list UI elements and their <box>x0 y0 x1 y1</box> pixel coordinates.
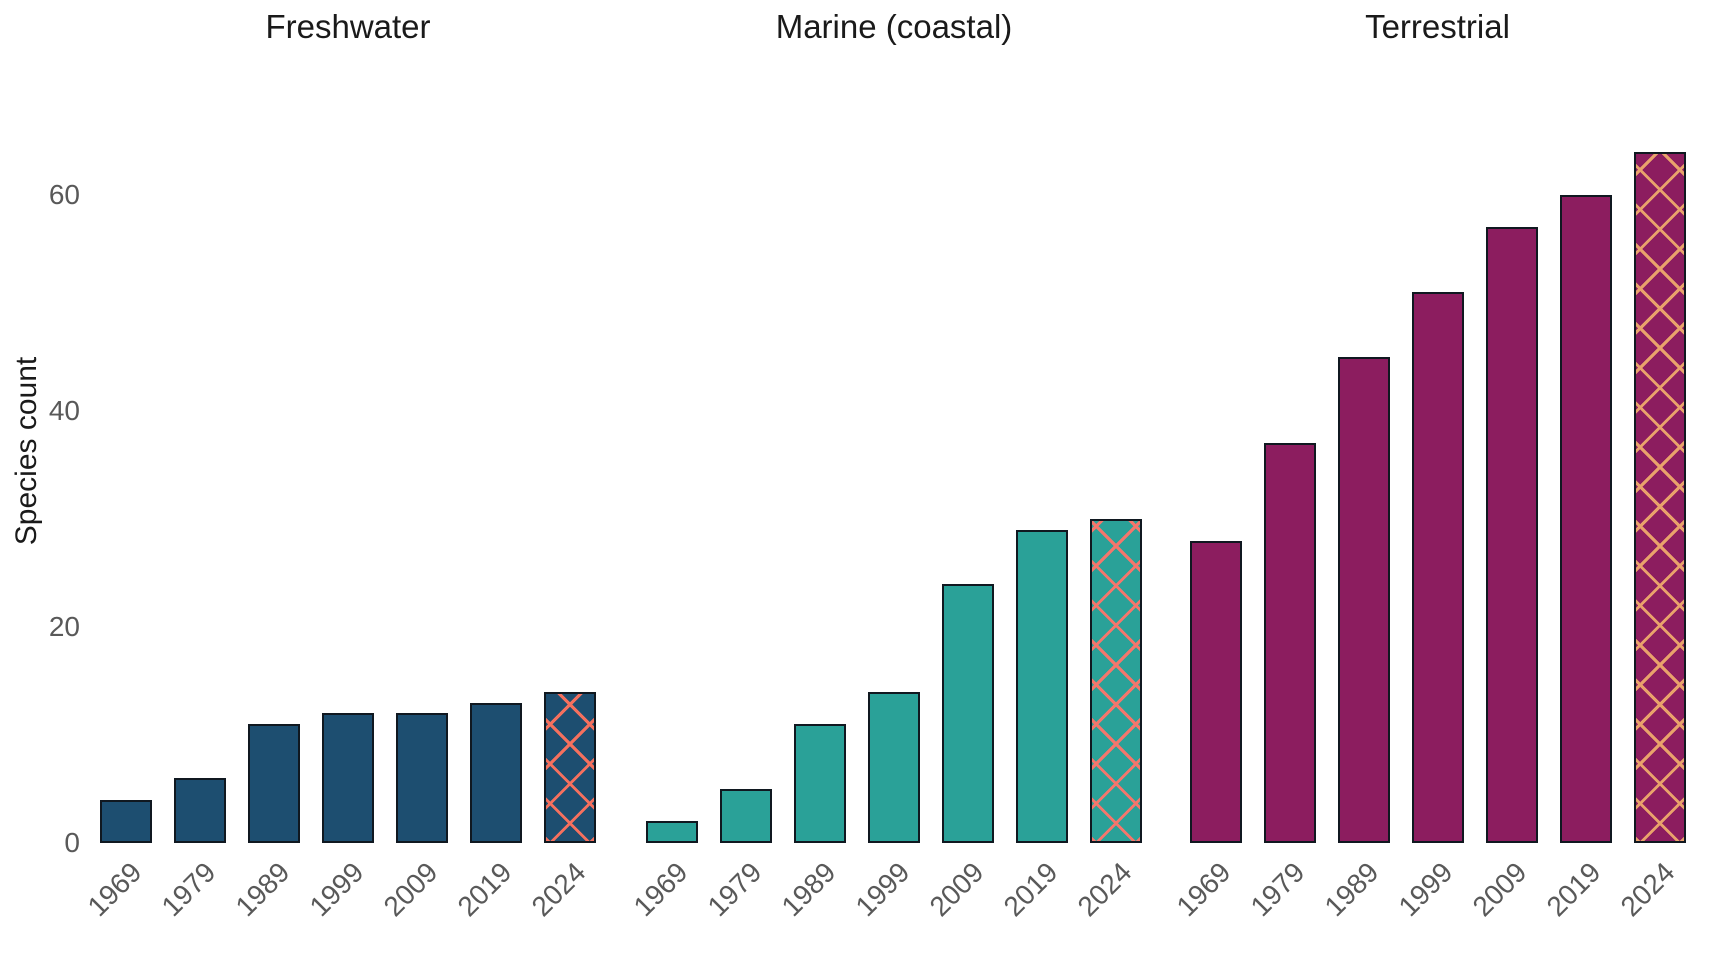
bar-cell: 2009 <box>923 583 994 922</box>
bar-cell: 1969 <box>627 821 698 922</box>
facet-panel-marine-coastal: Marine (coastal) 1969 1979 1989 1999 2009 2019… <box>627 0 1145 960</box>
facet-title: Terrestrial <box>1365 8 1510 45</box>
bar <box>396 713 448 843</box>
x-tick-label: 2024 <box>1614 856 1681 923</box>
bar-cell: 2019 <box>451 702 522 922</box>
bar <box>646 821 698 843</box>
bar-hatched <box>544 691 596 843</box>
bar <box>868 691 920 843</box>
bar-cell: 2024 <box>525 691 596 922</box>
x-tick-label: 1999 <box>1392 856 1459 923</box>
facet-panel-freshwater: Freshwater 1969 1979 1989 1999 2009 2019 2024 <box>81 0 598 960</box>
facet-title: Freshwater <box>265 8 431 45</box>
x-tick-label: 2009 <box>377 856 444 923</box>
x-tick-label: 1989 <box>775 856 842 923</box>
bar-cell: 2009 <box>1467 227 1538 922</box>
bars-group: 1969 1979 1989 1999 2009 2019 2024 <box>81 691 598 922</box>
x-tick-label: 1979 <box>701 856 768 923</box>
bars-group: 1969 1979 1989 1999 2009 2019 2024 <box>1171 151 1689 922</box>
y-axis-label: Species count <box>10 356 43 546</box>
bar-cell: 1979 <box>701 789 772 922</box>
y-tick-label: 60 <box>48 179 80 210</box>
bar-hatched <box>1090 519 1142 843</box>
y-tick-label: 20 <box>48 611 80 642</box>
bar-cell: 2009 <box>377 713 448 922</box>
x-tick-label: 2019 <box>1540 856 1607 923</box>
bars-group: 1969 1979 1989 1999 2009 2019 2024 <box>627 519 1145 922</box>
bar-cell: 1999 <box>303 713 374 922</box>
bar <box>470 702 522 843</box>
x-tick-label: 1999 <box>303 856 370 923</box>
x-tick-label: 1979 <box>1244 856 1311 923</box>
x-tick-label: 2024 <box>525 856 592 923</box>
x-tick-label: 1979 <box>155 856 222 923</box>
bar-cell: 2019 <box>997 529 1068 922</box>
bar-hatched <box>1633 151 1686 843</box>
bar-cell: 2024 <box>1615 151 1686 922</box>
bar-cell: 1969 <box>81 799 152 922</box>
bar <box>794 724 846 843</box>
bar <box>248 724 300 843</box>
bar <box>1411 292 1464 843</box>
bar <box>1485 227 1538 843</box>
bar-cell: 1979 <box>1245 443 1316 922</box>
x-tick-label: 1999 <box>849 856 916 923</box>
y-tick-label: 0 <box>64 827 80 858</box>
x-tick-label: 1989 <box>229 856 296 923</box>
bar-cell: 1999 <box>1393 292 1464 922</box>
bar <box>322 713 374 843</box>
bar <box>1189 540 1242 843</box>
x-tick-label: 2019 <box>451 856 518 923</box>
x-tick-label: 1989 <box>1318 856 1385 923</box>
bar-cell: 2019 <box>1541 195 1612 922</box>
x-tick-label: 1969 <box>1170 856 1237 923</box>
x-tick-label: 1969 <box>627 856 694 923</box>
bar-cell: 1999 <box>849 691 920 922</box>
bar-cell: 1969 <box>1171 540 1242 922</box>
x-tick-label: 2009 <box>923 856 990 923</box>
bar <box>1263 443 1316 843</box>
x-tick-label: 2009 <box>1466 856 1533 923</box>
bar-cell: 2024 <box>1071 519 1142 922</box>
x-tick-label: 1969 <box>81 856 148 923</box>
bar-cell: 1989 <box>229 724 300 922</box>
bar <box>1016 529 1068 843</box>
bar <box>1337 357 1390 843</box>
bar <box>942 583 994 843</box>
bar-cell: 1989 <box>1319 357 1390 922</box>
x-tick-label: 2019 <box>997 856 1064 923</box>
bar <box>1559 195 1612 843</box>
bar <box>174 778 226 843</box>
y-tick-label: 40 <box>48 395 80 426</box>
facet-panel-terrestrial: Terrestrial 1969 1979 1989 1999 2009 2019 2024 <box>1171 0 1689 960</box>
bar <box>720 789 772 843</box>
x-tick-label: 2024 <box>1071 856 1138 923</box>
bar-cell: 1979 <box>155 778 226 922</box>
bar <box>100 799 152 843</box>
bar-cell: 1989 <box>775 724 846 922</box>
facet-title: Marine (coastal) <box>775 8 1013 45</box>
